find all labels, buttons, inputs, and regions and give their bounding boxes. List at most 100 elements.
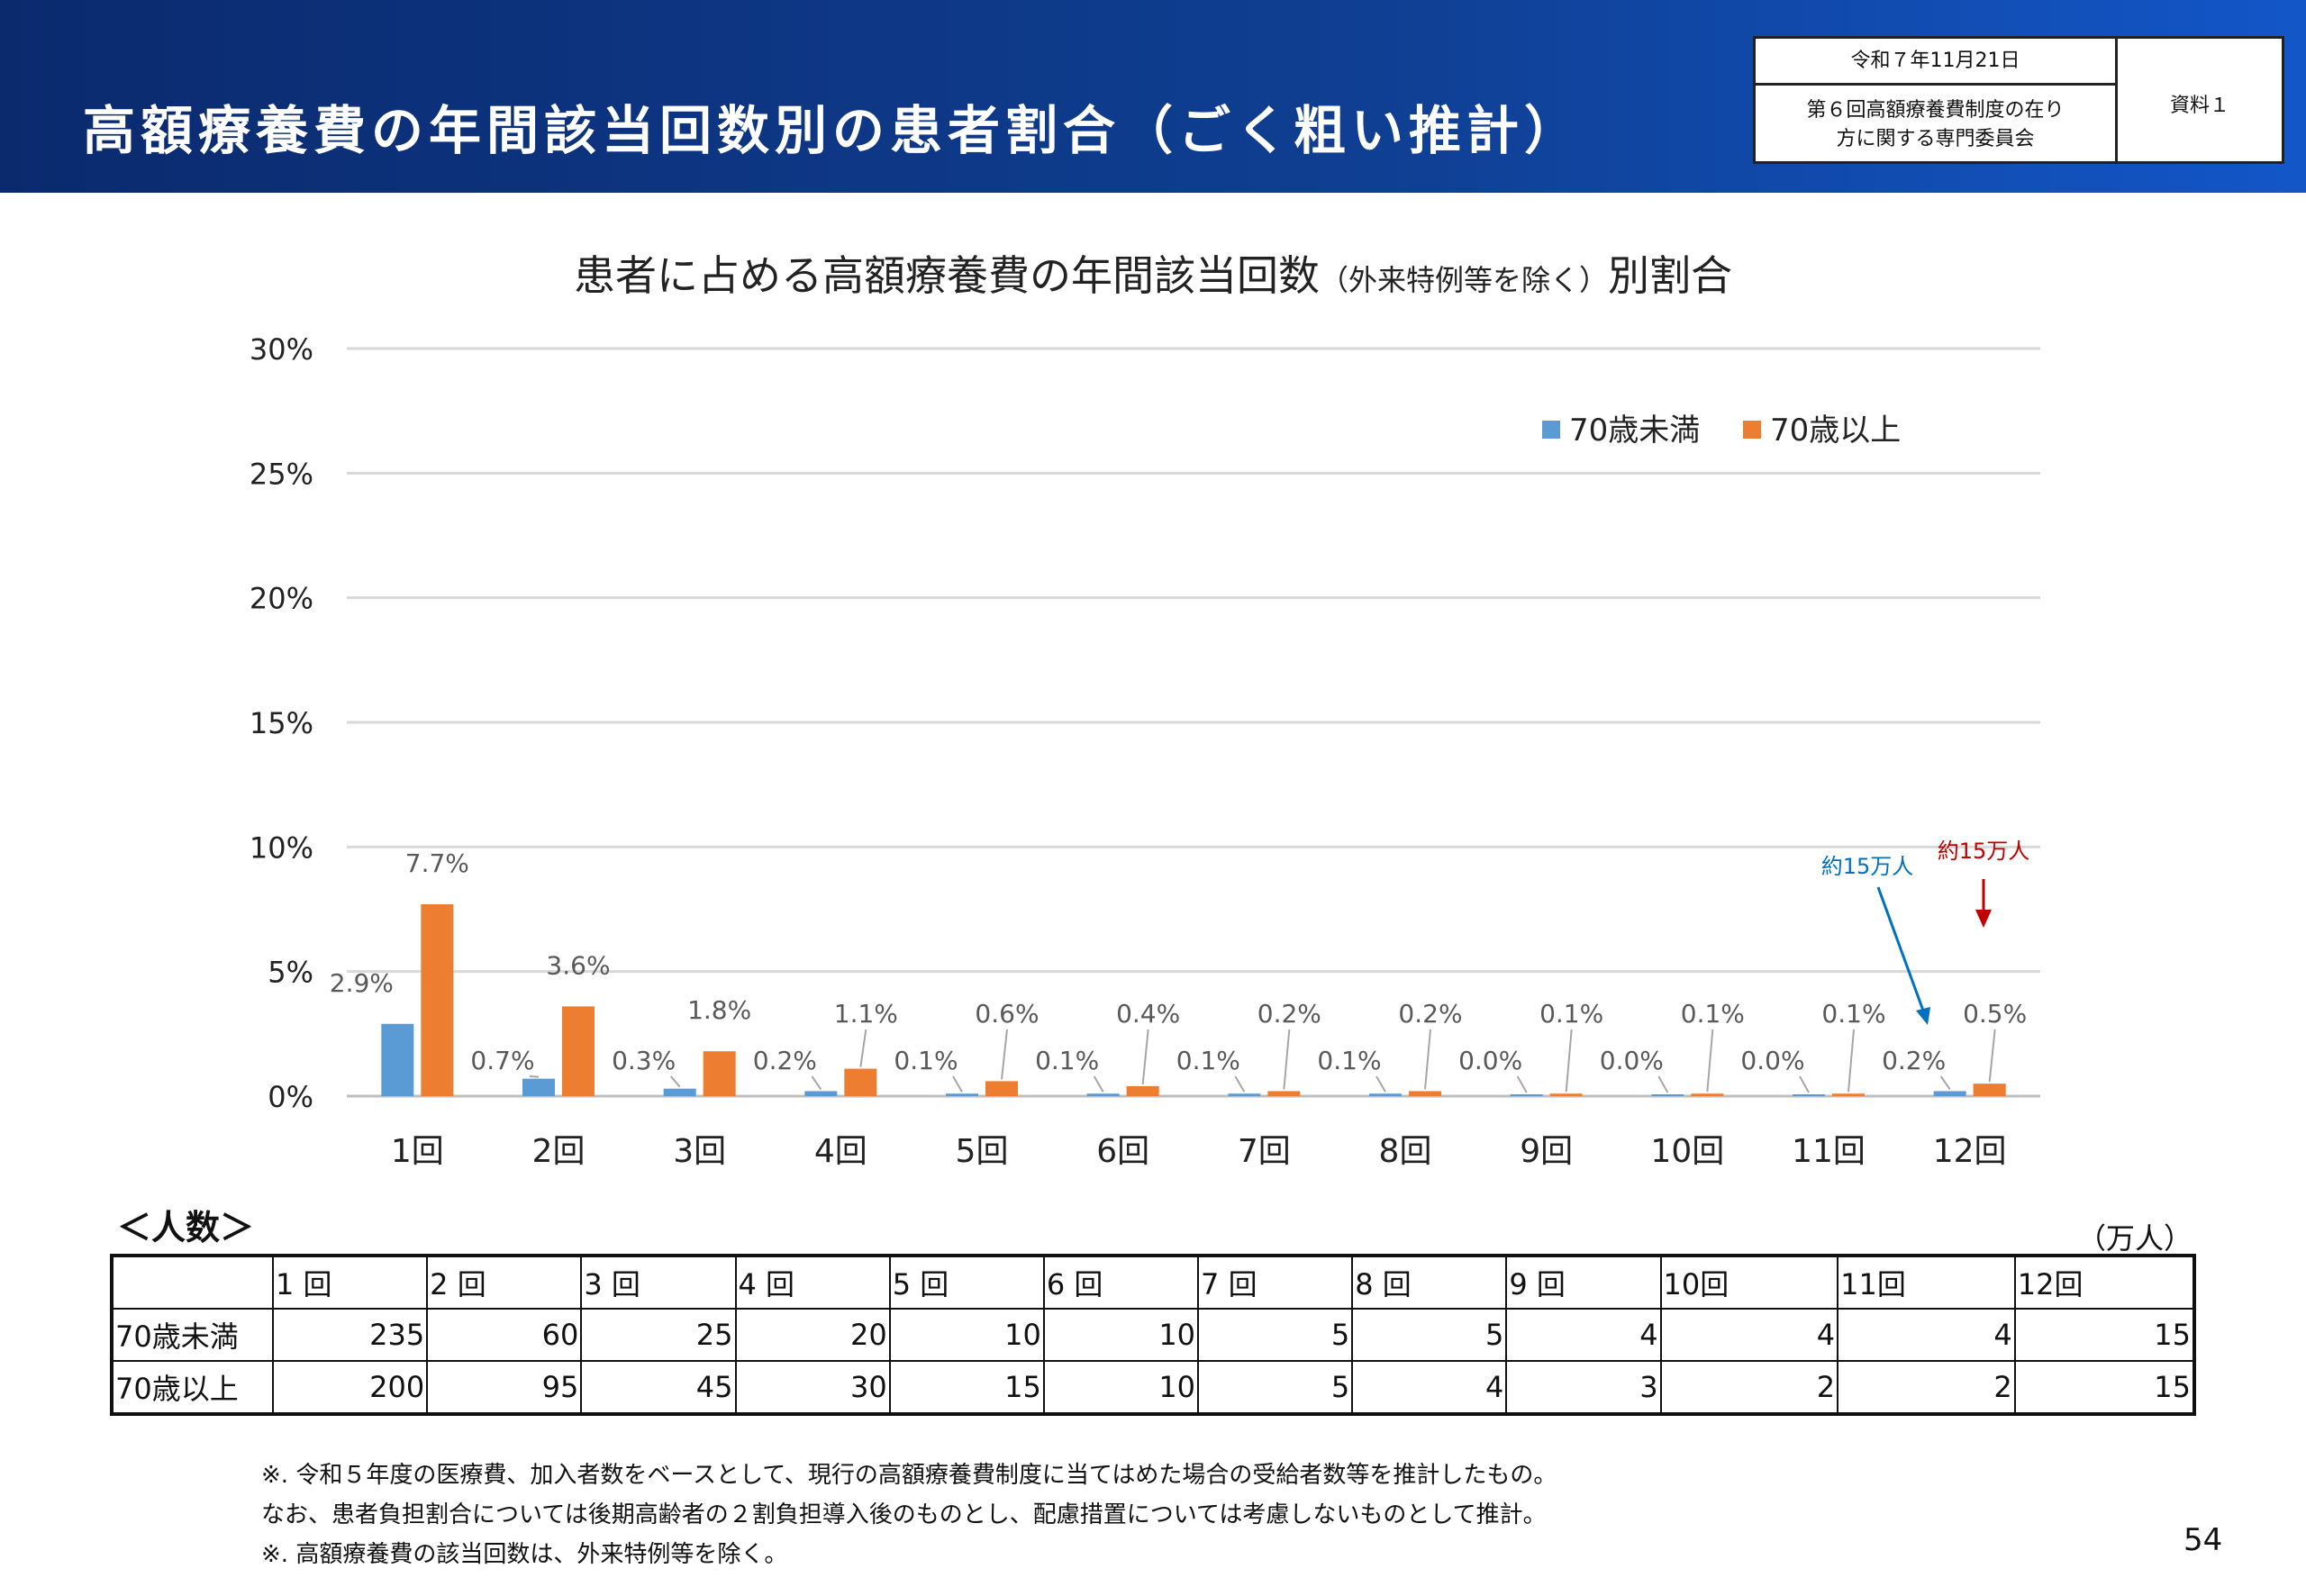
chart-title: 患者に占める高額療養費の年間該当回数（外来特例等を除く）別割合 bbox=[0, 243, 2306, 303]
bar-over70 bbox=[421, 903, 454, 1096]
table-cell: 10 bbox=[1042, 1360, 1200, 1415]
bar-over70 bbox=[1832, 1093, 1865, 1096]
data-label: 1.8% bbox=[687, 995, 751, 1025]
table-cell: 15 bbox=[2013, 1360, 2196, 1415]
data-label: 0.1% bbox=[1539, 999, 1603, 1029]
x-tick-label: 5回 bbox=[956, 1133, 1009, 1170]
table-cell: 15 bbox=[2013, 1308, 2196, 1362]
table-header-cell: 8 回 bbox=[1351, 1255, 1508, 1310]
leader-line bbox=[1001, 1029, 1008, 1080]
leader-line bbox=[1657, 1075, 1669, 1093]
data-label: 0.0% bbox=[1740, 1046, 1804, 1075]
data-label: 0.1% bbox=[894, 1046, 958, 1075]
leader-line bbox=[811, 1075, 822, 1091]
bar-over70 bbox=[1691, 1093, 1724, 1096]
bar-under70 bbox=[1086, 1093, 1120, 1096]
committee-name-line2: 方に関する専門委員会 bbox=[1836, 128, 2035, 150]
bar-under70 bbox=[946, 1093, 978, 1096]
leader-line bbox=[1093, 1075, 1104, 1093]
leader-line bbox=[1565, 1029, 1573, 1093]
table-header-cell: 10回 bbox=[1659, 1255, 1839, 1310]
bar-under70 bbox=[1228, 1093, 1261, 1096]
table-header-cell: 9 回 bbox=[1505, 1255, 1662, 1310]
bar-under70 bbox=[1369, 1093, 1402, 1096]
table-cell: 95 bbox=[426, 1360, 583, 1415]
data-label: 0.2% bbox=[1882, 1046, 1946, 1075]
leader-line bbox=[669, 1075, 681, 1088]
data-label: 0.2% bbox=[753, 1046, 817, 1075]
page-number: 54 bbox=[2183, 1522, 2223, 1558]
table-row-label: 70歳以上 bbox=[111, 1360, 274, 1415]
x-tick-label: 12回 bbox=[1933, 1133, 2007, 1170]
leader-line bbox=[1424, 1029, 1431, 1090]
y-tick-label: 15% bbox=[250, 706, 313, 740]
bar-under70 bbox=[804, 1091, 838, 1096]
chart-title-note: （外来特例等を除く） bbox=[1319, 263, 1608, 297]
x-tick-label: 6回 bbox=[1096, 1133, 1149, 1170]
legend-swatch bbox=[1542, 421, 1560, 439]
x-tick-label: 2回 bbox=[532, 1133, 586, 1170]
table-cell: 5 bbox=[1197, 1308, 1354, 1362]
bar-under70 bbox=[1793, 1094, 1825, 1096]
table-cell: 4 bbox=[1351, 1360, 1508, 1415]
footnote-2: ※. 高額療養費の該当回数は、外来特例等を除く。 bbox=[261, 1541, 788, 1568]
x-tick-label: 4回 bbox=[814, 1133, 867, 1170]
table-cell: 4 bbox=[1837, 1308, 2016, 1362]
chart-title-tail: 別割合 bbox=[1608, 251, 1732, 300]
leader-line bbox=[1848, 1029, 1855, 1093]
table-header-cell: 12回 bbox=[2013, 1255, 2196, 1310]
data-label: 1.1% bbox=[834, 999, 898, 1029]
leader-line bbox=[1234, 1075, 1246, 1093]
bar-under70 bbox=[522, 1078, 555, 1096]
y-tick-label: 5% bbox=[268, 956, 313, 990]
bar-under70 bbox=[381, 1023, 414, 1096]
table-header-cell: 4 回 bbox=[734, 1255, 891, 1310]
data-label: 0.2% bbox=[1257, 999, 1321, 1029]
x-tick-label: 9回 bbox=[1520, 1133, 1573, 1170]
data-label: 0.4% bbox=[1116, 999, 1180, 1029]
x-tick-label: 1回 bbox=[391, 1133, 444, 1170]
table-header-cell: 7 回 bbox=[1197, 1255, 1354, 1310]
table-cell: 2 bbox=[1837, 1360, 2016, 1415]
meeting-date: 令和７年11月21日 bbox=[1756, 39, 2118, 86]
data-label: 0.1% bbox=[1035, 1046, 1099, 1075]
y-tick-label: 0% bbox=[268, 1080, 313, 1114]
data-label: 0.7% bbox=[470, 1046, 534, 1075]
x-tick-label: 7回 bbox=[1238, 1133, 1291, 1170]
bar-over70 bbox=[1267, 1091, 1301, 1096]
table-cell: 200 bbox=[271, 1360, 429, 1415]
bar-under70 bbox=[1510, 1094, 1543, 1096]
people-unit-label: （万人） bbox=[2077, 1221, 2193, 1256]
bar-chart: 0% 5% 10% 15% 20% 25% 30% 1回 2回 3回 4回 5回 6回 7回 8回 9回 10回… bbox=[250, 332, 2040, 1170]
leader-line bbox=[1283, 1029, 1291, 1090]
leader-line bbox=[1516, 1075, 1528, 1093]
data-label: 0.3% bbox=[612, 1046, 676, 1075]
annotation-label: 約15万人 bbox=[1821, 854, 1914, 879]
legend-label: 70歳未満 bbox=[1569, 413, 1700, 449]
leader-line bbox=[1988, 1029, 1996, 1083]
data-label: 0.1% bbox=[1681, 999, 1745, 1029]
data-label: 0.1% bbox=[1821, 999, 1885, 1029]
bar-over70 bbox=[1126, 1085, 1159, 1096]
leader-line bbox=[529, 1075, 540, 1078]
bar-over70 bbox=[1973, 1084, 2006, 1096]
committee-name-line1: 第６回高額療養費制度の在り bbox=[1806, 99, 2065, 122]
leader-line bbox=[1799, 1075, 1810, 1093]
bar-under70 bbox=[1933, 1091, 1966, 1096]
leader-line bbox=[859, 1029, 867, 1067]
data-label: 3.6% bbox=[546, 950, 610, 980]
footnote-1: ※. 令和５年度の医療費、加入者数をベースとして、現行の高額療養費制度に当てはめ… bbox=[261, 1462, 1557, 1489]
annotation-label: 約15万人 bbox=[1938, 839, 2030, 864]
data-label: 7.7% bbox=[405, 848, 469, 878]
x-tick-label: 3回 bbox=[673, 1133, 726, 1170]
document-number: 資料１ bbox=[2169, 95, 2229, 117]
leader-line bbox=[1939, 1075, 1951, 1091]
table-cell: 4 bbox=[1659, 1308, 1839, 1362]
table-cell: 60 bbox=[426, 1308, 583, 1362]
table-cell: 4 bbox=[1505, 1308, 1662, 1362]
table-header-cell: 2 回 bbox=[426, 1255, 583, 1310]
table-cell: 235 bbox=[271, 1308, 429, 1362]
bar-over70 bbox=[562, 1006, 595, 1096]
committee-name: 第６回高額療養費制度の在り 方に関する専門委員会 bbox=[1756, 86, 2118, 164]
table-row: 70歳未満 235 60 25 20 10 10 5 5 4 4 4 15 bbox=[111, 1308, 2196, 1362]
